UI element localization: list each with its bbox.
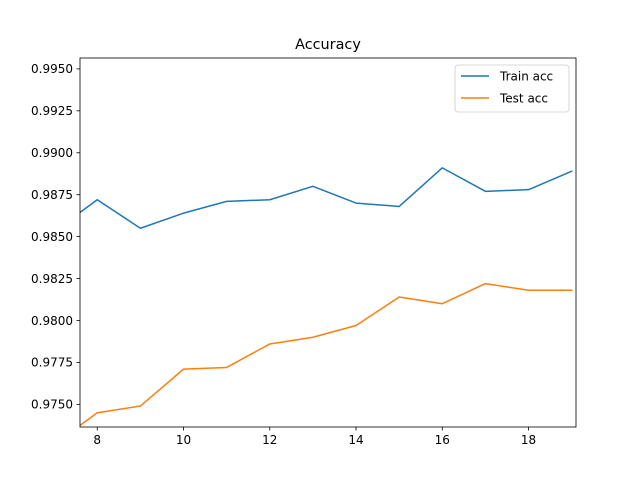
- x-tick-label: 12: [262, 433, 277, 447]
- y-tick-label: 0.9850: [31, 230, 73, 244]
- x-tick-label: 8: [93, 433, 101, 447]
- x-tick-label: 10: [176, 433, 191, 447]
- y-axis-ticks: 0.9750 0.9775 0.9800 0.9825 0.9850 0.9875 0.99…: [31, 62, 80, 412]
- x-tick-label: 18: [521, 433, 536, 447]
- chart-title: Accuracy: [295, 37, 361, 53]
- x-tick-label: 14: [348, 433, 363, 447]
- series-line-train-acc: [80, 167, 573, 229]
- y-tick-label: 0.9875: [31, 188, 73, 202]
- y-tick-label: 0.9775: [31, 356, 73, 370]
- plot-frame: [79, 57, 577, 428]
- legend-label: Train acc: [499, 69, 553, 83]
- series-line-test-acc: [80, 282, 573, 427]
- x-axis-ticks: 8 10 12 14 16 18: [93, 427, 536, 447]
- x-tick-label: 16: [435, 433, 450, 447]
- legend: Train acc Test acc: [454, 64, 570, 113]
- y-tick-label: 0.9950: [31, 62, 73, 76]
- y-tick-label: 0.9925: [31, 104, 73, 118]
- legend-label: Test acc: [499, 91, 548, 105]
- series-layer: [80, 167, 573, 427]
- y-tick-label: 0.9825: [31, 272, 73, 286]
- y-tick-label: 0.9800: [31, 314, 73, 328]
- legend-items: Train acc Test acc: [461, 69, 553, 105]
- plot-area: [80, 58, 576, 427]
- y-tick-label: 0.9900: [31, 146, 73, 160]
- y-tick-label: 0.9750: [31, 398, 73, 412]
